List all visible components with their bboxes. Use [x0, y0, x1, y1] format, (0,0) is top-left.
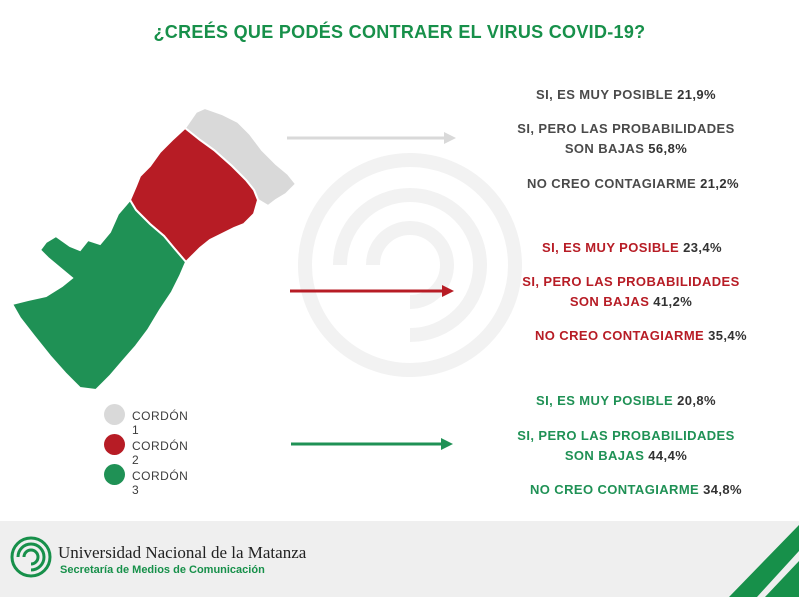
legend-label: CORDÓN 2: [132, 439, 189, 467]
answer-cordon-2-no-creo: NO CREO CONTAGIARME 35,4%: [513, 326, 769, 346]
answer-label: SI, PERO LAS PROBABILIDADES: [517, 428, 735, 443]
university-name: Universidad Nacional de la Matanza: [58, 543, 307, 562]
answer-label: SI, PERO LAS PROBABILIDADES: [522, 274, 740, 289]
arrow-cordon-1: [287, 132, 456, 144]
answer-cordon-1-muy-posible: SI, ES MUY POSIBLE 21,9%: [521, 85, 731, 105]
answer-percent: 20,8%: [677, 393, 716, 408]
map-cordon-3: [10, 198, 188, 392]
answer-cordon-3-muy-posible: SI, ES MUY POSIBLE 20,8%: [521, 391, 731, 411]
answer-percent: 23,4%: [683, 240, 722, 255]
answer-percent: 21,9%: [677, 87, 716, 102]
legend-swatch-cordon-1: [104, 404, 125, 425]
answer-label: SI, ES MUY POSIBLE: [536, 393, 674, 408]
arrow-cordon-3: [291, 438, 453, 450]
answer-percent: 56,8%: [648, 141, 688, 156]
answer-percent: 35,4%: [708, 328, 748, 343]
answer-label: NO CREO CONTAGIARME: [526, 176, 697, 191]
answer-label: SI, PERO LAS PROBABILIDADES: [517, 121, 735, 136]
answer-label-cont: SON BAJAS: [564, 141, 645, 156]
answer-label: SI, ES MUY POSIBLE: [536, 87, 674, 102]
answer-cordon-1-no-creo: NO CREO CONTAGIARME 21,2%: [508, 174, 758, 194]
region-map: [10, 106, 298, 392]
answer-cordon-2-muy-posible: SI, ES MUY POSIBLE 23,4%: [527, 238, 737, 258]
answer-percent: 41,2%: [653, 294, 693, 309]
legend-label: CORDÓN 1: [132, 409, 189, 437]
legend-swatch-cordon-3: [104, 464, 125, 485]
map-cordon-2: [128, 126, 260, 264]
legend-swatch-cordon-2: [104, 434, 125, 455]
answer-label-cont: SON BAJAS: [564, 448, 645, 463]
answer-label: NO CREO CONTAGIARME: [534, 328, 705, 343]
answer-percent: 44,4%: [648, 448, 688, 463]
watermark-logo-icon: [298, 153, 522, 377]
answer-cordon-3-probabilidades-bajas: SI, PERO LAS PROBABILIDADES SON BAJAS 44…: [497, 426, 755, 466]
arrow-cordon-2: [290, 285, 454, 297]
answer-cordon-1-probabilidades-bajas: SI, PERO LAS PROBABILIDADES SON BAJAS 56…: [497, 119, 755, 159]
answer-percent: 21,2%: [700, 176, 740, 191]
legend-label: CORDÓN 3: [132, 469, 189, 497]
answer-cordon-3-no-creo: NO CREO CONTAGIARME 34,8%: [508, 480, 764, 500]
answer-cordon-2-probabilidades-bajas: SI, PERO LAS PROBABILIDADES SON BAJAS 41…: [502, 272, 760, 312]
chart-title: ¿CREÉS QUE PODÉS CONTRAER EL VIRUS COVID…: [153, 22, 646, 42]
corner-stripes-decoration: [729, 525, 799, 597]
university-logo-icon: [10, 536, 52, 578]
university-subtitle: Secretaría de Medios de Comunicación: [60, 564, 265, 576]
answer-label-cont: SON BAJAS: [569, 294, 650, 309]
answer-label: SI, ES MUY POSIBLE: [542, 240, 680, 255]
footer: Universidad Nacional de la Matanza Secre…: [0, 521, 799, 597]
answer-label: NO CREO CONTAGIARME: [529, 482, 700, 497]
answer-percent: 34,8%: [703, 482, 743, 497]
